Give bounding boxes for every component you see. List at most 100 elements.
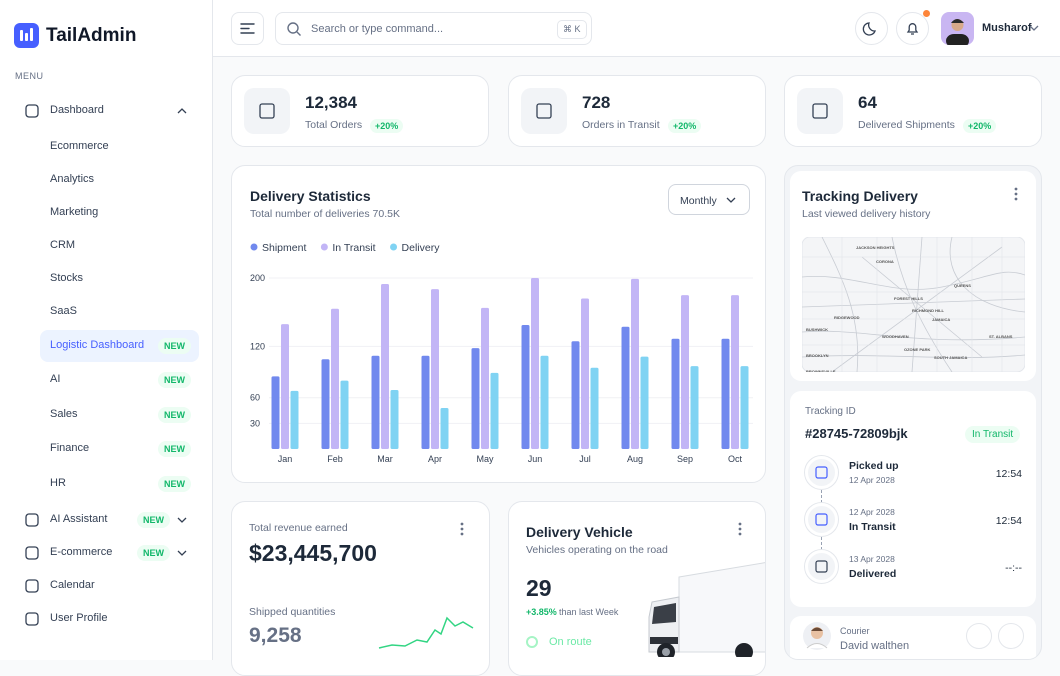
bar <box>631 278 639 449</box>
chevron-path <box>177 108 187 114</box>
nav-subitem[interactable]: Finance <box>50 442 90 454</box>
nav-item[interactable]: E-commerce <box>50 546 113 558</box>
nav-subitem[interactable]: SaaS <box>50 305 77 317</box>
nav-badge: NEW <box>158 441 191 457</box>
courier-name: David walthen <box>840 640 910 652</box>
nav-subitem[interactable]: HR <box>50 477 66 489</box>
courier-card: Courier David walthen <box>790 616 1036 659</box>
step-status: In Transit <box>849 521 896 533</box>
chart-subtitle: Total number of deliveries 70.5K <box>250 208 400 220</box>
courier-label: Courier <box>840 626 870 636</box>
nav-subitem[interactable]: Marketing <box>50 206 99 218</box>
nav-subitem[interactable]: Logistic Dashboard <box>50 339 145 351</box>
bar <box>681 295 689 449</box>
revenue-value: $23,445,700 <box>249 540 377 566</box>
legend-label: Delivery <box>402 242 441 254</box>
bar <box>281 324 289 449</box>
stat-change: +20% <box>370 119 404 133</box>
vehicle-title: Delivery Vehicle <box>526 524 633 540</box>
nav-icon-shape <box>25 546 39 560</box>
nav-item[interactable]: Dashboard <box>50 104 104 116</box>
call-button[interactable] <box>998 623 1024 649</box>
y-tick-label: 200 <box>250 273 265 283</box>
stat-icon <box>244 88 290 134</box>
nav-subitem[interactable]: Stocks <box>50 272 84 284</box>
y-tick-label: 60 <box>250 393 260 403</box>
revenue-card: Total revenue earned $23,445,700 Shipped… <box>231 501 490 676</box>
bar <box>571 341 580 449</box>
chat-button[interactable] <box>966 623 992 649</box>
bar <box>740 366 749 449</box>
nav-subitem[interactable]: Analytics <box>50 173 95 185</box>
nav-icon-shape <box>25 612 39 626</box>
step-icon-shape <box>815 513 828 526</box>
vehicle-status: On route <box>549 636 592 648</box>
menu-toggle[interactable] <box>231 12 264 45</box>
vehicle-change: +3.85% <box>526 607 557 617</box>
bar <box>390 390 399 449</box>
bar <box>721 338 730 449</box>
bar <box>371 355 380 449</box>
bar <box>331 308 339 449</box>
stat-value: 64 <box>858 93 877 112</box>
sidebar: TailAdmin MENU Dashboard Ecommerce Analyti… <box>0 0 213 660</box>
nav-subitem[interactable]: CRM <box>50 239 76 251</box>
search-placeholder: Search or type command... <box>311 23 444 35</box>
bar-chart: Shipment In Transit Delivery 30 60 120 200 Jan F… <box>250 242 753 464</box>
nav-icon-shape <box>25 579 39 593</box>
stat-change: +20% <box>963 119 997 133</box>
stat-value: 728 <box>582 93 611 112</box>
x-tick-label: Mar <box>377 454 393 464</box>
nav-icon <box>25 546 39 560</box>
search-box[interactable]: Search or type command... ⌘ K <box>275 12 592 45</box>
nav-subitem[interactable]: Ecommerce <box>50 140 109 152</box>
theme-toggle[interactable] <box>855 12 888 45</box>
tracking-id: #28745-72809bjk <box>805 426 908 441</box>
step-icon-graphic <box>815 466 828 479</box>
step-icon-shape <box>815 560 828 573</box>
tracking-more[interactable] <box>1013 186 1019 202</box>
tracking-detail-card: Tracking ID #28745-72809bjk In Transit P… <box>790 391 1036 607</box>
notifications[interactable] <box>896 12 929 45</box>
avatar[interactable] <box>941 12 974 45</box>
vehicle-card: Delivery Vehicle Vehicles operating on t… <box>508 501 766 676</box>
stat-icon-graphic <box>812 103 828 119</box>
search-icon <box>287 22 301 36</box>
nav-item[interactable]: AI Assistant <box>50 513 108 525</box>
nav-item[interactable]: Calendar <box>50 579 95 591</box>
nav-icon-shape <box>25 104 39 118</box>
truck-image <box>648 562 765 657</box>
step-date: 12 Apr 2028 <box>849 475 895 485</box>
map-label: RICHMOND HILL <box>912 308 945 313</box>
notification-dot <box>923 10 930 17</box>
stat-card: 64 Delivered Shipments +20% <box>784 75 1042 147</box>
stat-change: +20% <box>668 119 702 133</box>
nav-badge: NEW <box>158 476 191 492</box>
nav-badge: NEW <box>158 338 191 354</box>
y-tick-label: 120 <box>250 341 265 351</box>
vehicle-subtitle: Vehicles operating on the road <box>526 544 668 556</box>
user-name[interactable]: Musharof <box>982 22 1032 34</box>
step-icon-graphic <box>815 560 828 573</box>
legend-swatch <box>390 243 398 251</box>
x-tick-label: Oct <box>728 454 743 464</box>
step-connector <box>821 490 822 503</box>
bar <box>590 367 599 449</box>
stat-icon <box>797 88 843 134</box>
vehicle-more[interactable] <box>737 521 743 537</box>
nav-subitem[interactable]: Sales <box>50 408 78 420</box>
nav-chevron <box>177 550 187 556</box>
bar <box>340 380 349 449</box>
bar <box>671 338 680 449</box>
nav-subitem[interactable]: AI <box>50 373 61 385</box>
tracking-id-label: Tracking ID <box>805 406 856 417</box>
tracking-subtitle: Last viewed delivery history <box>802 208 931 220</box>
bar <box>581 298 589 449</box>
nav-item[interactable]: User Profile <box>50 612 108 624</box>
tracking-title: Tracking Delivery <box>802 188 918 204</box>
period-select[interactable]: Monthly <box>668 184 750 215</box>
legend-swatch <box>250 243 258 251</box>
revenue-more[interactable] <box>459 521 465 537</box>
